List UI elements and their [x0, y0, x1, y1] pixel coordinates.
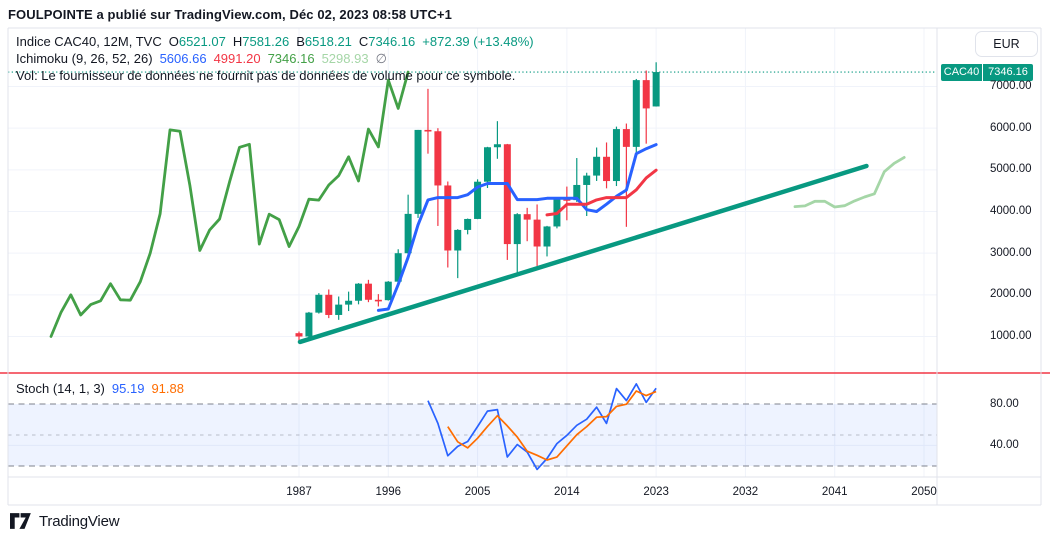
stoch-axis-label: 80.00 [990, 397, 1019, 410]
high-value: 7581.26 [242, 34, 290, 49]
time-axis-label: 1996 [375, 486, 402, 498]
series-legend-row[interactable]: Indice CAC40, 12M, TVC O6521.07 H7581.26 B6… [16, 34, 534, 50]
time-axis-label: 2023 [643, 486, 669, 498]
chart-legend: Indice CAC40, 12M, TVC O6521.07 H7581.26 B6… [16, 34, 534, 68]
ichimoku-base-value: 4991.20 [213, 51, 261, 66]
stoch-d-value: 91.88 [151, 381, 184, 396]
open-label: O [168, 34, 179, 49]
price-axis-label: 7000.00 [990, 80, 1032, 92]
price-axis-label: 5000.00 [990, 163, 1032, 176]
tradingview-logo-icon[interactable] [10, 512, 32, 530]
stoch-title: Stoch (14, 1, 3) [16, 381, 105, 396]
time-axis-label: 2014 [554, 486, 580, 498]
price-axis-label: 3000.00 [990, 246, 1032, 259]
ichimoku-title: Ichimoku (9, 26, 52, 26) [16, 51, 153, 66]
stoch-k-value: 95.19 [111, 381, 145, 396]
low-label: B [296, 34, 305, 49]
low-value: 6518.21 [304, 34, 352, 49]
time-axis-label: 2041 [821, 486, 848, 498]
close-value: 7346.16 [368, 34, 416, 49]
symbol-axis-tag: CAC40 [941, 64, 982, 81]
stoch-legend-row[interactable]: Stoch (14, 1, 3) 95.19 91.88 [16, 381, 184, 396]
time-axis-label: 2005 [464, 486, 491, 498]
last-price-axis-tag: 7346.16 [983, 64, 1033, 81]
currency-button[interactable]: EUR [975, 31, 1038, 57]
price-axis-label: 4000.00 [990, 205, 1032, 217]
ichimoku-conversion-value: 5606.66 [159, 51, 207, 66]
price-axis-label: 1000.00 [990, 330, 1032, 342]
ichimoku-lead-value: 5298.93 [321, 51, 369, 66]
price-axis-label: 6000.00 [990, 121, 1032, 134]
time-axis-label: 2050 [911, 486, 937, 498]
publish-title: FOULPOINTE a publié sur TradingView.com,… [8, 7, 452, 22]
time-axis-label: 2032 [732, 486, 759, 498]
open-value: 6521.07 [178, 34, 226, 49]
ichimoku-legend-row[interactable]: Ichimoku (9, 26, 52, 26) 5606.66 4991.20 73… [16, 51, 534, 67]
tradingview-brand-text[interactable]: TradingView [39, 512, 120, 530]
change-value: +872.39 (+13.48%) [422, 34, 534, 49]
stoch-axis-label: 40.00 [990, 438, 1019, 451]
footer: TradingView [10, 512, 120, 530]
time-axis-label: 1987 [286, 486, 312, 498]
price-axis-label: 2000.00 [990, 288, 1032, 301]
high-label: H [232, 34, 243, 49]
volume-note: Vol: Le fournisseur de données ne fourni… [16, 68, 516, 83]
series-title: Indice CAC40, 12M, TVC [16, 34, 162, 49]
empty-set-icon: ∅ [375, 51, 387, 66]
ichimoku-lagging-value: 7346.16 [267, 51, 315, 66]
close-label: C [358, 34, 369, 49]
